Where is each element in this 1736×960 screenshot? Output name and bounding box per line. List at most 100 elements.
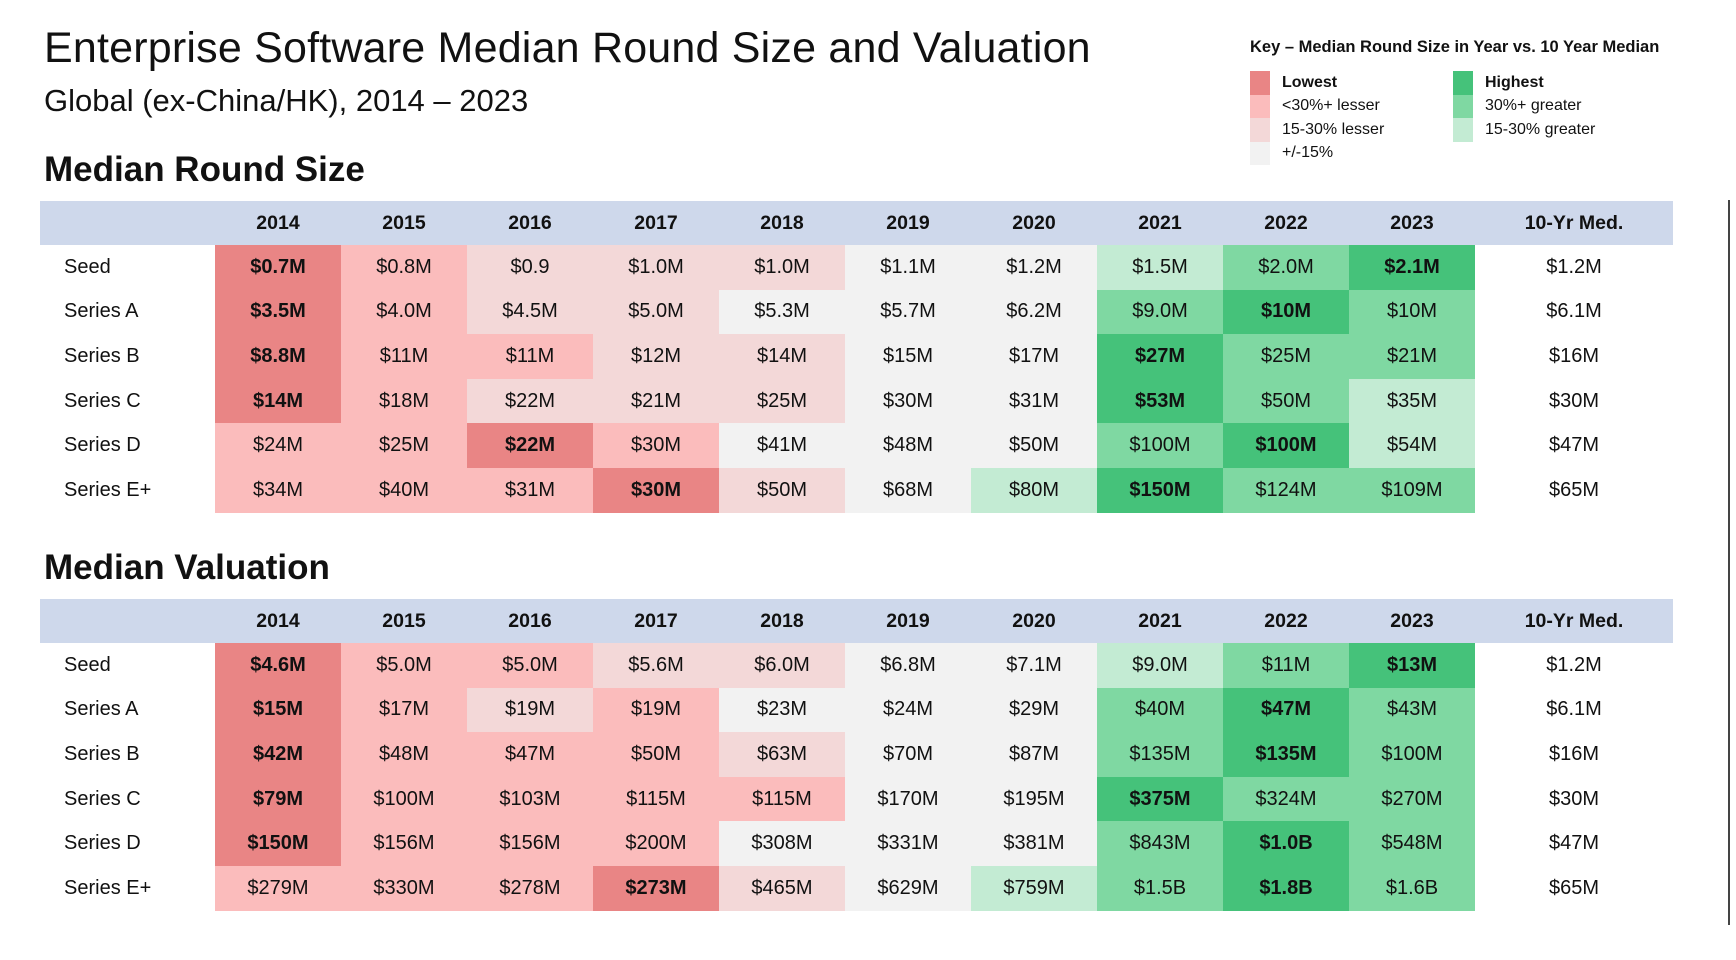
table-row: Series D $24M $25M $22M $30M $41M $48M $50M $100… (40, 423, 1673, 468)
legend-item: Highest (1453, 71, 1595, 95)
median-cell: $30M (1548, 389, 1600, 412)
heat-cell: $324M (1223, 776, 1349, 822)
heat-cell: $170M (845, 776, 971, 822)
legend-swatch (1453, 118, 1473, 142)
heat-cell: $115M (719, 776, 845, 822)
column-header-year: 2018 (760, 211, 804, 234)
heat-cell: $135M (1223, 732, 1349, 777)
heat-cell: $14M (719, 334, 845, 379)
heat-cell: $50M (971, 423, 1097, 468)
heat-cell: $109M (1349, 467, 1475, 513)
column-header-median: 10-Yr Med. (1524, 609, 1624, 632)
heat-cell: $6.2M (971, 289, 1097, 335)
heat-cell: $375M (1097, 776, 1223, 822)
column-header-year: 2016 (508, 211, 552, 234)
column-header-year: 2018 (760, 609, 804, 632)
legend-label: +/-15% (1282, 144, 1334, 162)
heat-cell: $1.6B (1349, 865, 1475, 911)
legend-label: 15-30% greater (1485, 120, 1596, 138)
heat-cell: $48M (341, 732, 467, 777)
heat-cell: $5.0M (341, 643, 467, 688)
heat-cell: $843M (1097, 821, 1223, 866)
heat-cell: $100M (1349, 732, 1475, 777)
heat-cell: $15M (845, 334, 971, 379)
heat-cell: $1.8B (1223, 865, 1349, 911)
legend-label: 30%+ greater (1485, 97, 1582, 115)
heat-cell: $63M (719, 732, 845, 777)
column-header-year: 2019 (886, 211, 930, 234)
table-row: Series A $15M $17M $19M $19M $23M $24M $29M $40M… (40, 687, 1673, 733)
legend-item: <30%+ lesser (1250, 94, 1384, 118)
heat-cell: $35M (1349, 378, 1475, 424)
row-label: Series E+ (64, 478, 152, 501)
heat-cell: $14M (215, 378, 341, 424)
heat-cell: $465M (719, 865, 845, 911)
heat-cell: $1.5B (1097, 865, 1223, 911)
column-header-year: 2020 (1012, 609, 1056, 632)
heat-cell: $31M (971, 378, 1097, 424)
legend-low-column: Lowest <30%+ lesser 15-30% lesser +/-15% (1250, 71, 1384, 165)
heat-cell: $124M (1223, 467, 1349, 513)
heat-cell: $68M (845, 467, 971, 513)
column-header-median: 10-Yr Med. (1524, 211, 1624, 234)
heat-cell: $100M (1097, 423, 1223, 468)
heat-cell: $30M (845, 378, 971, 424)
row-label: Series E+ (64, 876, 152, 899)
median-cell: $1.2M (1546, 653, 1602, 676)
column-header-year: 2019 (886, 609, 930, 632)
heat-cell: $115M (593, 776, 719, 822)
heat-cell: $200M (593, 821, 719, 866)
column-header-year: 2021 (1138, 211, 1182, 234)
column-header-year: 2017 (634, 609, 678, 632)
heat-cell: $50M (719, 467, 845, 513)
heat-cell: $41M (719, 423, 845, 468)
legend-item: +/-15% (1250, 141, 1384, 165)
heat-cell: $0.8M (341, 245, 467, 290)
heat-cell: $1.0M (719, 245, 845, 290)
heat-cell: $0.9 (467, 245, 593, 290)
legend-label: 15-30% lesser (1282, 120, 1385, 138)
heat-cell: $24M (845, 687, 971, 733)
heat-cell: $5.7M (845, 289, 971, 335)
heat-cell: $7.1M (971, 643, 1097, 688)
heat-cell: $9.0M (1097, 643, 1223, 688)
legend-item: 15-30% greater (1453, 118, 1595, 142)
heat-cell: $25M (341, 423, 467, 468)
heat-cell: $24M (215, 423, 341, 468)
heat-cell: $1.0M (593, 245, 719, 290)
heat-cell: $195M (971, 776, 1097, 822)
round-size-heatmap: 2014 2015 2016 2017 2018 2019 2020 2021 2022 2023… (40, 201, 1673, 513)
heat-cell: $87M (971, 732, 1097, 777)
legend-label: Lowest (1282, 73, 1338, 91)
column-header-year: 2023 (1390, 211, 1434, 234)
heat-cell: $43M (1349, 687, 1475, 733)
heat-cell: $21M (1349, 334, 1475, 379)
heat-cell: $278M (467, 865, 593, 911)
heat-cell: $30M (593, 467, 719, 513)
column-header-year: 2020 (1012, 211, 1056, 234)
column-header-year: 2015 (382, 609, 426, 632)
column-header-year: 2017 (634, 211, 678, 234)
heat-cell: $5.6M (593, 643, 719, 688)
heat-cell: $1.0B (1223, 821, 1349, 866)
heat-cell: $5.0M (593, 289, 719, 335)
heat-cell: $50M (593, 732, 719, 777)
heat-cell: $2.1M (1349, 245, 1475, 290)
table-row: Series D $150M $156M $156M $200M $308M $331M $3… (40, 821, 1673, 866)
legend-swatch (1250, 141, 1270, 165)
round-size-section-title: Median Round Size (44, 150, 365, 189)
heat-cell: $13M (1349, 643, 1475, 688)
table-row: Series B $8.8M $11M $11M $12M $14M $15M $17M $27… (40, 334, 1673, 379)
legend-item: 30%+ greater (1453, 94, 1595, 118)
heat-cell: $381M (971, 821, 1097, 866)
valuation-section-title: Median Valuation (44, 548, 330, 587)
heat-cell: $47M (1223, 687, 1349, 733)
row-label: Series C (64, 787, 141, 810)
heat-cell: $1.5M (1097, 245, 1223, 290)
heat-cell: $31M (467, 467, 593, 513)
row-label: Seed (64, 255, 111, 278)
divider (1728, 200, 1730, 925)
legend-swatch (1250, 118, 1270, 142)
table-row: Series E+ $279M $330M $278M $273M $465M $629M $… (40, 865, 1673, 911)
heat-cell: $40M (341, 467, 467, 513)
